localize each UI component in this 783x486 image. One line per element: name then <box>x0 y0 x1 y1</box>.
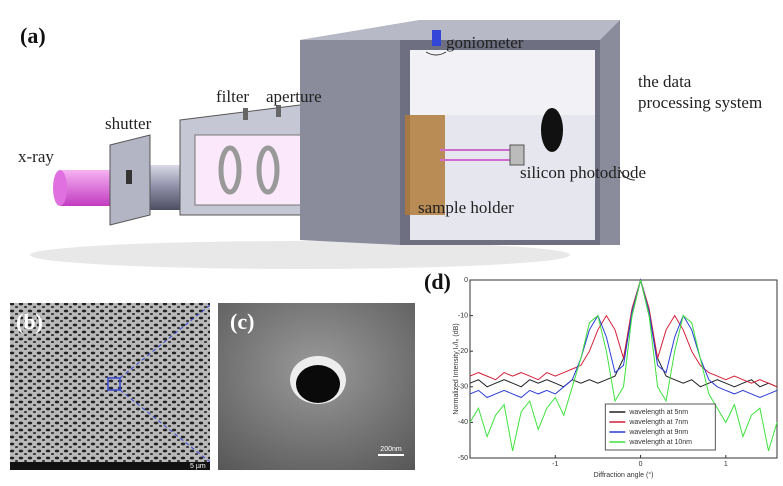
label: x-ray <box>18 147 54 166</box>
label: shutter <box>105 114 152 133</box>
label: filter <box>216 87 249 106</box>
x-tick-label: 0 <box>639 461 643 468</box>
y-axis-label: Normalized Intensity Iₜ/I₀ (dB) <box>453 323 460 414</box>
sem-image-b: (b) 5 µm <box>10 303 210 470</box>
label: processing system <box>638 93 762 112</box>
panel-label: (a) <box>20 23 46 48</box>
label: sample holder <box>418 198 514 217</box>
y-tick-label: -40 <box>458 419 468 426</box>
panel-label: (c) <box>230 309 254 334</box>
sem-image-c: (c) 200nm <box>218 303 415 470</box>
label: silicon photodiode <box>520 163 646 182</box>
scale-label: 200nm <box>380 446 402 453</box>
x-tick-label: 1 <box>724 461 728 468</box>
x-tick-label: -1 <box>552 461 558 468</box>
y-tick-label: 0 <box>464 277 468 284</box>
panel-label: (b) <box>16 309 43 334</box>
legend-label: wavelength at 5nm <box>628 409 688 416</box>
figure: (a) goniometer shutter filter aperture t… <box>0 0 783 481</box>
label: goniometer <box>446 33 524 52</box>
panel-label: (d) <box>424 269 451 294</box>
scale-label: 5 µm <box>190 463 206 470</box>
setup-diagram: (a) goniometer shutter filter aperture t… <box>18 20 762 269</box>
legend-label: wavelength at 7nm <box>628 419 688 426</box>
legend-label: wavelength at 10nm <box>628 439 692 446</box>
page: (a) goniometer shutter filter aperture t… <box>0 0 783 481</box>
x-axis-label: Diffraction angle (°) <box>594 471 654 479</box>
legend-label: wavelength at 9nm <box>628 429 688 436</box>
y-tick-label: -10 <box>458 312 468 319</box>
y-tick-label: -50 <box>458 455 468 462</box>
label: aperture <box>266 87 322 106</box>
label: the data <box>638 72 692 91</box>
